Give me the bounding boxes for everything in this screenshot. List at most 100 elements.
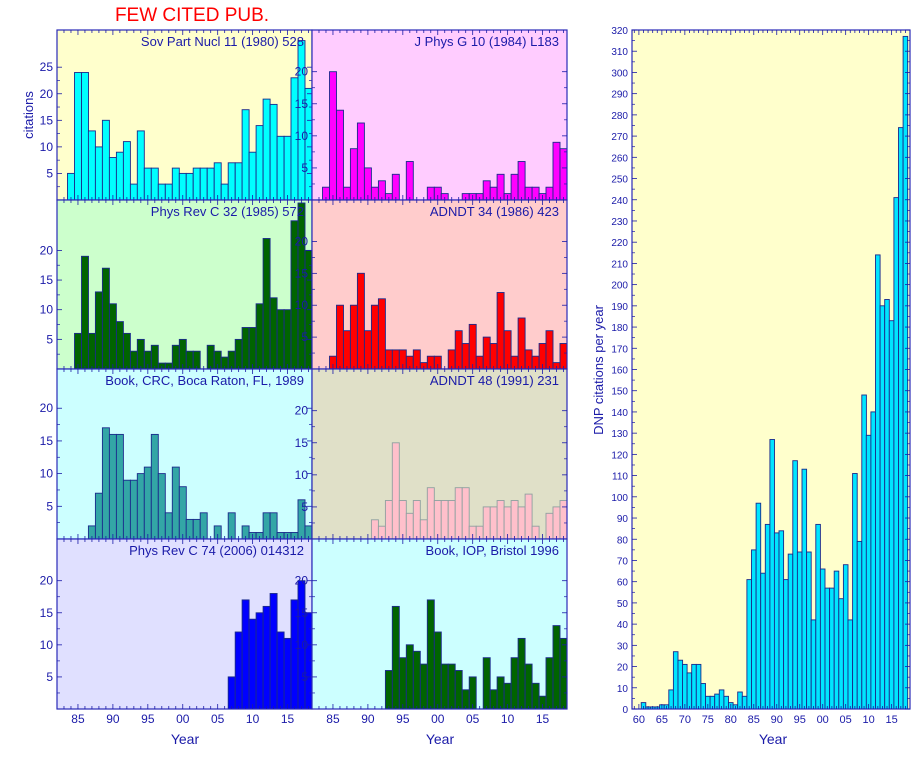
bar-series xyxy=(329,272,567,369)
left-x-axis-label-col1: Year xyxy=(171,731,200,747)
bar-1995 xyxy=(398,500,407,539)
y-tick-label: 10 xyxy=(295,298,309,312)
bar-1996 xyxy=(150,433,159,539)
y-tick-label: 140 xyxy=(611,408,628,419)
bar-2004 xyxy=(461,487,470,539)
bar-1987 xyxy=(760,572,766,709)
bar-1997 xyxy=(412,650,421,709)
bar-2008 xyxy=(489,506,498,539)
bar-2016 xyxy=(545,512,554,539)
bar-2016 xyxy=(545,330,554,369)
bar-1996 xyxy=(150,167,159,200)
y-tick-label: 100 xyxy=(611,493,628,504)
y-tick-label: 20 xyxy=(295,574,309,588)
bar-1999 xyxy=(171,344,180,369)
panel-label: ADNDT 34 (1986) 423 xyxy=(430,204,559,219)
bar-2008 xyxy=(234,338,243,369)
y-tick-label: 180 xyxy=(611,323,628,334)
bar-1992 xyxy=(377,180,386,200)
bar-1991 xyxy=(115,433,124,539)
bar-1971 xyxy=(686,672,693,709)
bar-1991 xyxy=(778,530,785,709)
bar-1988 xyxy=(94,291,103,369)
bar-2004 xyxy=(461,343,470,369)
bar-series xyxy=(227,580,312,709)
bar-1988 xyxy=(764,523,771,709)
bar-1999 xyxy=(815,523,821,709)
bar-2014 xyxy=(531,525,540,539)
bar-1994 xyxy=(391,605,400,709)
y-tick-label: 20 xyxy=(40,401,54,415)
y-tick-label: 70 xyxy=(617,556,629,567)
bar-2011 xyxy=(510,500,519,539)
y-tick-label: 20 xyxy=(40,87,54,101)
bar-1994 xyxy=(136,473,145,539)
bar-1972 xyxy=(691,663,697,709)
bar-1973 xyxy=(695,663,702,709)
y-tick-label: 5 xyxy=(301,670,308,684)
bar-2018 xyxy=(304,525,312,539)
bar-1988 xyxy=(94,146,103,200)
bar-2014 xyxy=(276,135,285,200)
bar-2007 xyxy=(227,512,236,539)
bar-2017 xyxy=(552,141,561,200)
bar-1992 xyxy=(783,579,789,709)
y-tick-label: 15 xyxy=(40,273,54,287)
bar-1998 xyxy=(164,512,173,539)
x-tick-label: 00 xyxy=(176,712,190,726)
bar-1999 xyxy=(171,466,180,539)
bar-1994 xyxy=(391,173,400,200)
y-tick-label: 200 xyxy=(611,281,628,292)
x-tick-label: 95 xyxy=(141,712,155,726)
bar-1996 xyxy=(150,344,159,369)
bar-1993 xyxy=(384,500,393,539)
bar-2000 xyxy=(819,568,826,709)
panel-1: 5 10 15 20 25 Sov Part Nucl 11 (1980) 528 xyxy=(40,29,313,201)
bar-1998 xyxy=(810,619,817,709)
bar-1988 xyxy=(94,492,103,539)
bar-2001 xyxy=(440,193,449,200)
bar-1986 xyxy=(755,502,762,709)
x-tick-label: 05 xyxy=(211,712,225,726)
bar-2013 xyxy=(524,493,533,539)
bar-1994 xyxy=(136,338,145,369)
y-tick-label: 120 xyxy=(611,450,628,461)
panel-label: Phys Rev C 32 (1985) 572 xyxy=(151,204,304,219)
bar-2001 xyxy=(440,663,449,709)
bar-2002 xyxy=(192,167,201,200)
bar-1998 xyxy=(419,663,428,709)
y-tick-label: 320 xyxy=(611,26,628,37)
bar-1990 xyxy=(108,433,117,539)
y-tick-label: 25 xyxy=(40,60,54,74)
y-tick-label: 15 xyxy=(295,266,309,280)
bar-2003 xyxy=(454,670,463,709)
y-tick-label: 5 xyxy=(301,161,308,175)
x-tick-label: 75 xyxy=(702,714,714,726)
panel-8: 5 10 15 20 Book, IOP, Bristol 1996 xyxy=(295,538,568,710)
y-tick-label: 240 xyxy=(611,196,628,207)
bar-1987 xyxy=(87,332,96,369)
bar-2014 xyxy=(531,682,540,709)
x-tick-label: 90 xyxy=(106,712,120,726)
bar-1969 xyxy=(677,659,684,709)
bar-1984 xyxy=(746,579,752,709)
bar-2007 xyxy=(482,336,491,369)
y-tick-label: 110 xyxy=(612,472,628,483)
bar-2015 xyxy=(283,135,292,200)
panel-label: Book, IOP, Bristol 1996 xyxy=(426,543,559,558)
y-tick-label: 10 xyxy=(40,638,54,652)
x-tick-label: 60 xyxy=(633,714,645,726)
y-tick-label: 30 xyxy=(617,641,629,652)
bar-2012 xyxy=(262,238,271,369)
bar-2014 xyxy=(276,631,285,709)
bar-2007 xyxy=(482,506,491,539)
bar-2005 xyxy=(213,525,222,539)
bar-1985 xyxy=(74,332,82,369)
y-tick-label: 5 xyxy=(46,166,53,180)
bar-2011 xyxy=(870,411,876,709)
bar-2008 xyxy=(856,540,863,709)
bar-1997 xyxy=(412,500,421,539)
bar-series xyxy=(640,35,909,709)
bar-2005 xyxy=(468,676,477,709)
bar-1987 xyxy=(342,330,351,369)
